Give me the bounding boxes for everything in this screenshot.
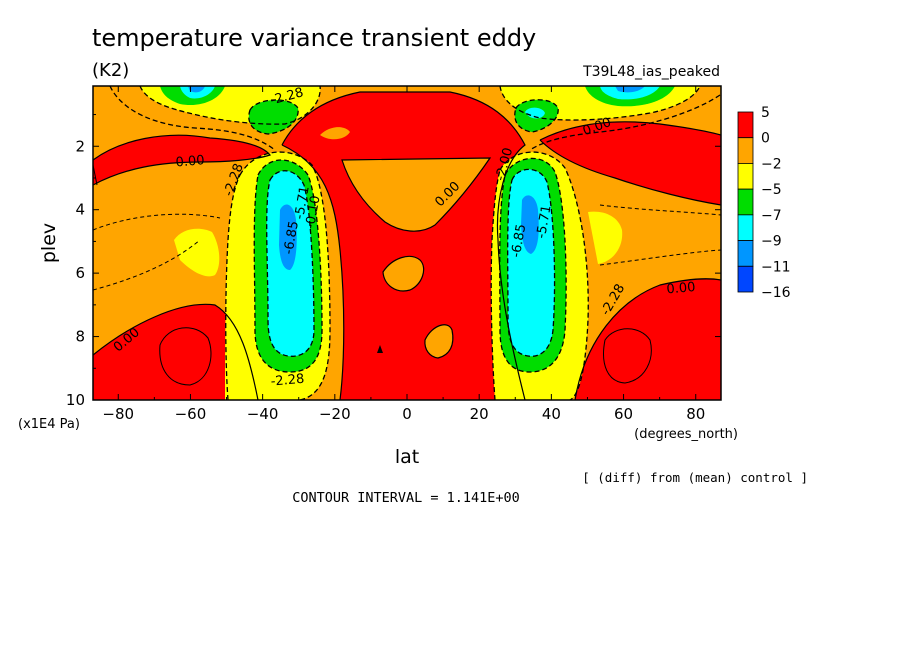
y-axis-label: plev <box>38 223 60 263</box>
y-tick-label: 10 <box>66 391 85 409</box>
x-tick-label: 60 <box>614 405 633 423</box>
contour-line <box>499 86 701 121</box>
y-tick-label: 2 <box>75 137 85 155</box>
contour-label: -5.71 <box>534 204 555 240</box>
contour-line <box>93 134 272 186</box>
colorbar-swatch <box>737 240 754 267</box>
contour-line <box>603 328 652 384</box>
x-tick-label: −60 <box>175 405 207 423</box>
contour-line <box>599 204 721 216</box>
contour-line <box>159 327 212 386</box>
colorbar: 5 0 −2 −5 −7 −9 −11 −16 <box>737 105 791 301</box>
fill-orange-central-hole <box>342 158 490 232</box>
contour-line <box>93 303 259 400</box>
contour-line <box>93 213 221 231</box>
fill-orange-hole-top <box>320 127 350 140</box>
contour-label: -6.85 <box>509 223 530 259</box>
x-axis-units: (degrees_north) <box>634 427 738 442</box>
fill-green-left-top <box>248 99 299 134</box>
colorbar-label: −2 <box>761 156 782 172</box>
colorbar-swatch <box>737 137 754 164</box>
fill-yellow-right-blob <box>588 211 623 264</box>
contour-line <box>253 159 323 373</box>
fill-orange-hole-low <box>424 324 453 358</box>
x-tick-label: −20 <box>319 405 351 423</box>
y-tick-label: 6 <box>75 264 85 282</box>
contour-marker <box>377 345 383 353</box>
x-axis-label: lat <box>395 446 419 468</box>
colorbar-swatch <box>737 111 754 139</box>
contour-line <box>225 174 241 400</box>
y-tick-label: 8 <box>75 328 85 346</box>
colorbar-swatch <box>737 214 754 241</box>
contour-line <box>529 94 721 151</box>
contour-line <box>539 139 721 206</box>
y-axis-units: (x1E4 Pa) <box>18 417 80 432</box>
contour-line <box>599 249 721 266</box>
x-tick-label: −40 <box>247 405 279 423</box>
contour-line <box>490 169 501 400</box>
x-tick-label: 80 <box>686 405 705 423</box>
chart-units: (K2) <box>92 60 129 81</box>
x-tick-label: 40 <box>542 405 561 423</box>
fill-blue-left-core <box>279 204 297 270</box>
contour-label: -5.71 <box>292 185 313 221</box>
contour-line <box>539 121 721 141</box>
colorbar-swatch <box>737 188 754 216</box>
fill-blue-right-core <box>521 195 539 254</box>
x-axis: −80 −60 −40 −20 0 20 40 60 80 <box>102 86 705 423</box>
contour-line <box>139 86 321 125</box>
colorbar-label: −11 <box>761 259 791 275</box>
fill-cyan-right-small <box>525 107 545 119</box>
fill-yellow-left-blob <box>174 228 220 277</box>
x-tick-label: 20 <box>470 405 489 423</box>
colorbar-swatch <box>737 163 754 190</box>
colorbar-label: −5 <box>761 182 782 198</box>
fill-red-right-upper <box>540 121 721 205</box>
contour-label: -2.28 <box>270 372 305 390</box>
contour-line <box>266 170 315 357</box>
fill-red-right-lower <box>575 278 721 400</box>
contour-line <box>382 255 425 292</box>
colorbar-swatch <box>737 265 754 293</box>
fill-cyan-right-top <box>600 86 660 100</box>
contour-line <box>507 168 556 357</box>
run-label: T39L48_ias_peaked <box>582 64 720 80</box>
colorbar-label: −9 <box>761 234 782 250</box>
contour-label: 0.00 <box>666 280 696 297</box>
fill-blue-left-top <box>188 86 205 93</box>
y-tick-label: 4 <box>75 201 85 219</box>
colorbar-label: 5 <box>761 105 770 121</box>
contour-line <box>341 157 492 232</box>
plot-area: -2.280.000.00 -2.28-6.85-5.71-0.10 0.00-2.… <box>93 86 721 400</box>
contour-line <box>574 278 721 400</box>
contour-interval: CONTOUR INTERVAL = 1.141E+00 <box>292 490 520 506</box>
contour-line <box>93 239 201 291</box>
contour-label: -6.85 <box>281 220 302 256</box>
footnote: [ (diff) from (mean) control ] <box>582 470 808 485</box>
x-tick-label: 0 <box>402 405 412 423</box>
fill-cyan-right-core <box>507 169 555 357</box>
contour-label: -0.10 <box>303 194 324 230</box>
chart-title: temperature variance transient eddy <box>92 24 536 52</box>
contour-line <box>281 144 345 400</box>
contour-line <box>281 91 526 400</box>
fill-red-left-upper <box>93 135 270 185</box>
colorbar-label: −16 <box>761 285 791 301</box>
fill-red-left-lower <box>93 304 258 400</box>
y-axis: 2 4 6 8 10 <box>66 114 721 409</box>
contour-label: 0.00 <box>175 153 205 170</box>
contour-line <box>109 86 276 151</box>
x-tick-label: −80 <box>102 405 134 423</box>
colorbar-label: −7 <box>761 208 782 224</box>
colorbar-label: 0 <box>761 131 770 147</box>
contour-line <box>514 99 559 133</box>
fill-blue-right-top <box>615 86 645 93</box>
fill-orange-hole-mid <box>383 256 424 291</box>
contour-line <box>248 99 299 135</box>
contour-line <box>424 324 454 359</box>
contour-line <box>499 157 567 373</box>
